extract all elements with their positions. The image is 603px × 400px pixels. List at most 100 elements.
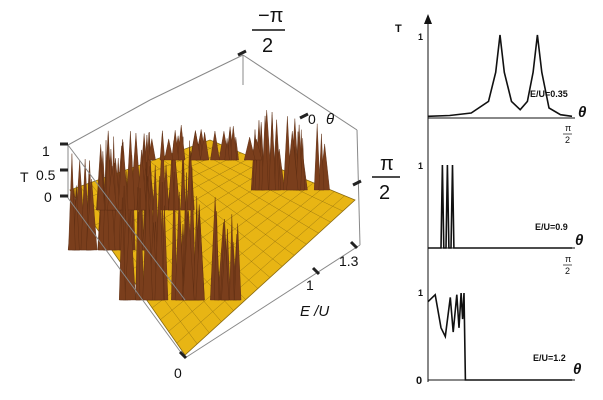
panel2-annotation: E/U=0.9 bbox=[535, 222, 568, 232]
surface-peak bbox=[318, 133, 325, 191]
surface-peak bbox=[268, 114, 276, 191]
panel-e12: 1 0 E/U=1.2 θ bbox=[416, 288, 582, 387]
panel3-annotation: E/U=1.2 bbox=[533, 353, 566, 363]
surface-peak bbox=[125, 131, 136, 211]
z-tick-label-1: 1 bbox=[42, 143, 50, 159]
panel3-y-tick-0: 0 bbox=[416, 375, 422, 387]
panel1-theta-label: θ bbox=[578, 104, 587, 121]
panel1-annotation: E/U=0.35 bbox=[530, 89, 568, 99]
surface-peak bbox=[234, 223, 242, 301]
box-edge bbox=[67, 144, 186, 301]
box-edge bbox=[67, 197, 186, 359]
surface-peak bbox=[168, 155, 175, 211]
surface-peak bbox=[117, 141, 129, 211]
box-edge bbox=[67, 99, 151, 146]
surface-peak bbox=[274, 134, 280, 191]
surface-peak bbox=[295, 124, 303, 191]
surface-peak bbox=[229, 126, 238, 161]
y-axis-arrow bbox=[424, 14, 432, 24]
theta-tick-pos bbox=[352, 179, 362, 187]
theta-axis-label: θ bbox=[326, 111, 334, 128]
surface-peak bbox=[180, 163, 186, 211]
surface-peak bbox=[210, 131, 220, 161]
surface-peak bbox=[142, 176, 153, 301]
surface-peak bbox=[147, 138, 156, 161]
box-edge bbox=[184, 244, 361, 359]
surface-peak bbox=[224, 138, 230, 161]
panel2-x-tick-den: 2 bbox=[565, 266, 570, 276]
theta-tick-label-pos-pi-2: π 2 bbox=[372, 153, 400, 204]
theta-tick-0 bbox=[299, 112, 309, 120]
panel2-y-tick-1: 1 bbox=[418, 161, 423, 171]
panel1-x-tick-num: π bbox=[565, 123, 571, 133]
energy-tick-1 bbox=[311, 266, 321, 276]
surface-peak bbox=[177, 124, 186, 161]
pos-pi-denominator: 2 bbox=[379, 182, 390, 204]
surface-peak bbox=[229, 214, 235, 301]
surface-peak bbox=[200, 132, 210, 161]
box-back-edges bbox=[149, 54, 361, 246]
surface-plot: T 1 0.5 0 0 θ −π 2 π 2 0 1 1.3 E /U bbox=[20, 5, 400, 381]
surface-peak bbox=[96, 160, 105, 211]
z-tick-label-0: 0 bbox=[44, 189, 52, 205]
surface-peak bbox=[124, 210, 136, 301]
theta-tick-neg bbox=[237, 49, 247, 57]
right-y-axis-label: T bbox=[395, 23, 402, 35]
surface-peak bbox=[164, 138, 174, 161]
surface-peaks bbox=[67, 110, 330, 301]
cut-panels: T 1 E/U=0.35 θ π 2 1 E/U=0.9 θ π 2 1 0 bbox=[395, 14, 587, 387]
panel2-x-tick-num: π bbox=[565, 254, 571, 264]
box-front-edges bbox=[67, 99, 361, 359]
panel3-y-tick-1: 1 bbox=[418, 288, 423, 298]
theta-tick-label-neg-pi-2: −π 2 bbox=[252, 5, 285, 57]
surface-peak bbox=[107, 165, 117, 211]
panel1-y-tick-1: 1 bbox=[418, 32, 423, 42]
surface-peak bbox=[313, 123, 321, 191]
surface-peak bbox=[286, 131, 299, 191]
surface-peak bbox=[85, 179, 98, 251]
surface-peak bbox=[243, 137, 256, 161]
energy-tick-1.3 bbox=[349, 240, 359, 250]
surface-peak bbox=[182, 210, 195, 301]
floor-grid-line bbox=[179, 150, 319, 234]
energy-tick-label-1: 1 bbox=[306, 277, 314, 293]
surface-peak bbox=[174, 191, 184, 301]
panel3-curve bbox=[427, 292, 572, 381]
floor-grid-line bbox=[176, 195, 345, 344]
floor-grid-line bbox=[169, 154, 307, 245]
z-axis-label: T bbox=[20, 169, 29, 185]
pos-pi-numerator: π bbox=[380, 153, 394, 175]
surface-peak bbox=[159, 130, 166, 161]
surface-peak bbox=[195, 220, 205, 301]
surface-peak bbox=[221, 240, 230, 301]
panel-e09: 1 E/U=0.9 θ π 2 bbox=[418, 161, 584, 276]
surface-peak bbox=[214, 211, 220, 301]
surface-peak bbox=[261, 115, 269, 191]
theta-tick-label-0: 0 bbox=[308, 111, 316, 127]
panel-e035: 1 E/U=0.35 θ π 2 bbox=[418, 32, 587, 145]
neg-pi-denominator: 2 bbox=[262, 35, 273, 57]
surface-peak bbox=[171, 171, 178, 301]
panel1-x-tick-den: 2 bbox=[565, 135, 570, 145]
floor-grid-line bbox=[168, 191, 335, 332]
z-tick-label-0.5: 0.5 bbox=[36, 167, 56, 183]
panel2-theta-label: θ bbox=[575, 232, 584, 249]
surface-peak bbox=[190, 131, 201, 161]
surface-peak bbox=[300, 138, 305, 191]
energy-tick-0 bbox=[178, 350, 188, 360]
surface-peak bbox=[171, 130, 179, 161]
panel3-theta-label: θ bbox=[573, 361, 582, 378]
box-edge bbox=[149, 54, 244, 101]
box-edge bbox=[356, 129, 361, 246]
surface-peak bbox=[136, 149, 147, 211]
surface-peak bbox=[135, 187, 141, 301]
tick-marks bbox=[60, 49, 362, 360]
box-edge bbox=[242, 54, 358, 131]
neg-pi-numerator: −π bbox=[258, 5, 283, 27]
panel2-curve bbox=[428, 164, 572, 249]
energy-tick-label-1.3: 1.3 bbox=[339, 253, 359, 269]
energy-tick-label-0: 0 bbox=[174, 365, 182, 381]
energy-axis-label: E /U bbox=[300, 303, 329, 320]
panel1-curve bbox=[427, 34, 573, 118]
